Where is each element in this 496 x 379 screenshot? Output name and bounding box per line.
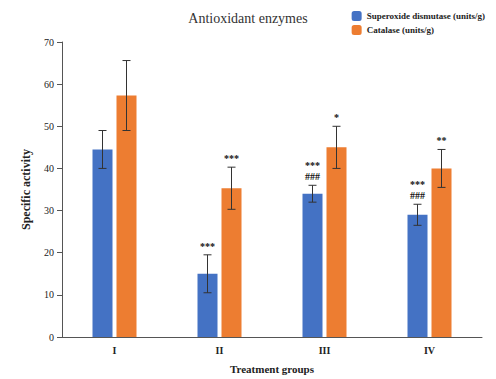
svg-text:30: 30 [44,205,54,216]
svg-text:II: II [216,345,224,356]
svg-text:Catalase (units/g): Catalase (units/g) [367,25,434,35]
svg-text:***: *** [200,241,215,252]
svg-text:60: 60 [44,79,54,90]
svg-text:***: *** [224,153,239,164]
svg-text:***: *** [410,179,425,190]
svg-text:Specific activity: Specific activity [19,149,33,230]
svg-text:Antioxidant enzymes: Antioxidant enzymes [188,11,307,26]
svg-text:50: 50 [44,121,54,132]
svg-text:0: 0 [49,332,54,343]
svg-text:**: ** [437,135,447,146]
svg-text:###: ### [410,190,425,201]
svg-text:40: 40 [44,163,54,174]
svg-text:Superoxide dismutase (units/g): Superoxide dismutase (units/g) [367,11,485,21]
svg-text:Treatment groups: Treatment groups [230,363,315,375]
svg-text:20: 20 [44,247,54,258]
svg-text:###: ### [305,171,320,182]
svg-text:70: 70 [44,37,54,48]
svg-text:*: * [334,112,339,123]
svg-text:IV: IV [424,345,436,356]
svg-text:10: 10 [44,289,54,300]
svg-text:***: *** [305,160,320,171]
svg-text:III: III [319,345,331,356]
svg-text:I: I [113,345,117,356]
